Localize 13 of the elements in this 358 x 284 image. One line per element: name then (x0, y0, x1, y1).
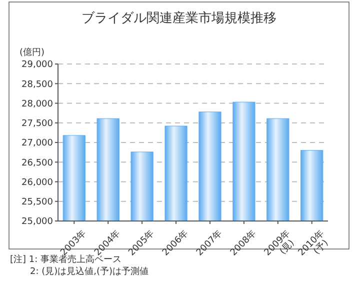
chart-title: ブライダル関連産業市場規模推移 (82, 10, 276, 26)
y-tick-label: 26,500 (22, 158, 54, 168)
y-tick-label: 27,000 (22, 138, 54, 149)
y-tick-label: 27,500 (22, 119, 54, 130)
y-tick-label: 26,000 (22, 178, 54, 188)
y-tick-label: 29,000 (22, 60, 54, 70)
text: 2: (見)は見込値,(予)は予測値 (30, 266, 149, 277)
y-tick-label: 25,000 (22, 217, 54, 228)
y-tick-label: 28,500 (22, 80, 54, 90)
y-axis-title: (億円) (19, 47, 45, 58)
text: [注] 1: 事業者売上高ベース (10, 254, 122, 265)
y-tick-label: 25,500 (22, 198, 54, 208)
y-tick-label: 28,000 (22, 99, 54, 110)
